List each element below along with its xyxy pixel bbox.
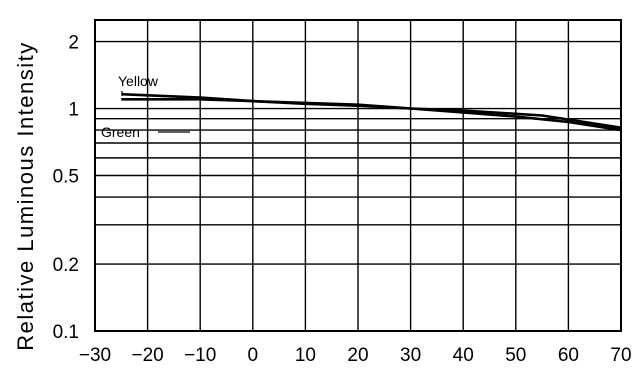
y-tick-label: 2 xyxy=(68,33,79,54)
y-tick-label: 0.1 xyxy=(53,322,79,343)
x-tick-label: 60 xyxy=(558,345,579,366)
series-line-green xyxy=(121,99,621,127)
y-tick-label: 0.5 xyxy=(53,167,79,188)
x-tick-label: 40 xyxy=(453,345,474,366)
x-tick-label: 20 xyxy=(347,345,368,366)
y-axis-label: Relative Luminous Intensity xyxy=(13,41,38,351)
x-tick-labels: −30 −20 −10 0 10 20 30 40 50 60 70 xyxy=(79,345,632,366)
y-tick-label: 0.2 xyxy=(53,255,79,276)
x-tick-label: −30 xyxy=(79,345,111,366)
grid xyxy=(95,20,621,331)
series-lines xyxy=(121,94,621,130)
x-tick-label: 70 xyxy=(610,345,631,366)
x-tick-label: 0 xyxy=(248,345,259,366)
y-tick-label: 1 xyxy=(68,100,79,121)
x-tick-label: 30 xyxy=(400,345,421,366)
annotation-yellow: Yellow xyxy=(118,73,159,89)
y-tick-labels: 0.1 0.2 0.5 1 2 xyxy=(53,33,79,343)
x-tick-label: 50 xyxy=(505,345,526,366)
x-tick-label: −20 xyxy=(131,345,163,366)
annotation-green: Green xyxy=(101,124,140,140)
x-tick-label: 10 xyxy=(295,345,316,366)
x-tick-label: −10 xyxy=(184,345,216,366)
